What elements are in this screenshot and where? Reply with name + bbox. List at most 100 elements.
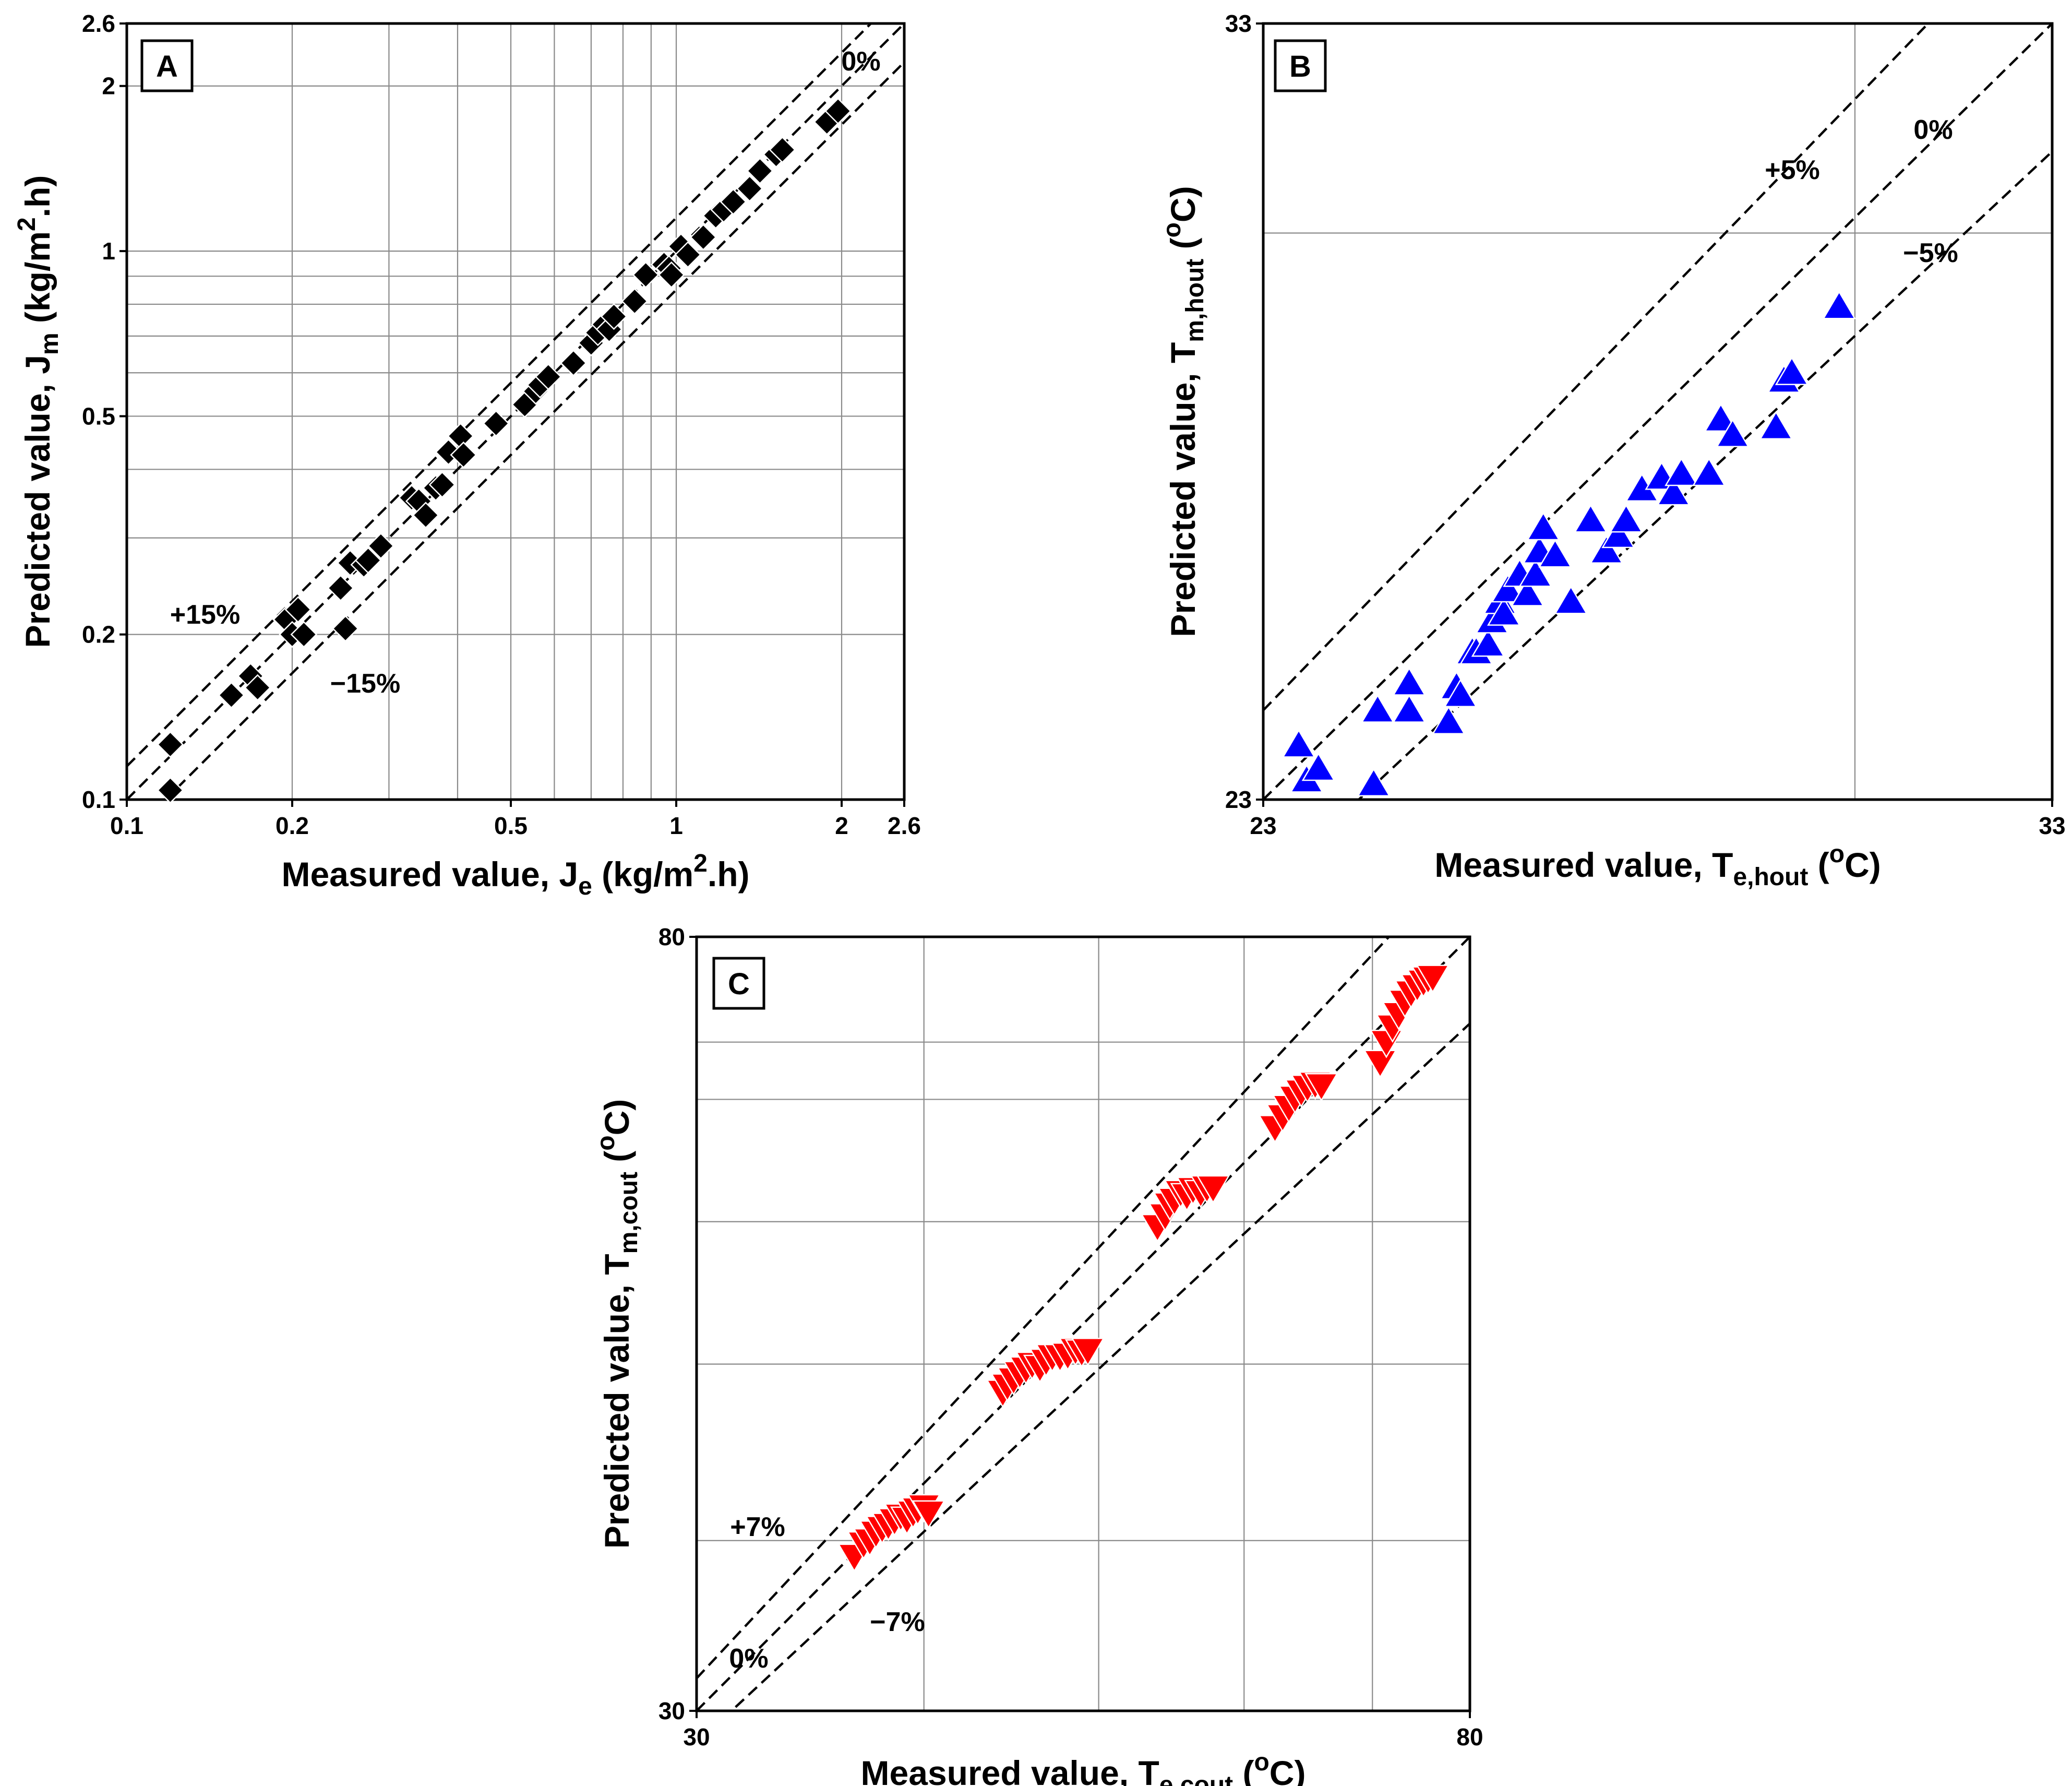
data-point [450, 441, 477, 469]
data-point [1357, 768, 1391, 797]
y-tick-label: 2 [102, 73, 115, 100]
panel-label-text: C [728, 967, 750, 1001]
data-point [290, 621, 318, 648]
data-point [1301, 752, 1336, 781]
panel-label: B [1274, 39, 1327, 92]
data-point [535, 363, 562, 390]
data-point [354, 546, 382, 574]
grid-lines [127, 23, 904, 800]
data-point [1538, 539, 1572, 568]
data-point [1704, 403, 1738, 432]
panel-label-box [1274, 39, 1327, 92]
band-label: +7% [730, 1512, 785, 1542]
data-points [157, 98, 852, 804]
band-labels: 0% +7% −7% [729, 1512, 925, 1674]
data-point [1589, 535, 1623, 564]
band-label: +5% [1765, 155, 1820, 185]
data-point [218, 682, 245, 709]
data-point [428, 471, 456, 498]
reference-lines [127, 23, 904, 800]
data-point [1196, 1175, 1230, 1204]
data-point [1526, 511, 1560, 541]
data-point [1281, 729, 1316, 758]
panel-b-chart: 23 33 23 33 Measured value, Te,hout (oC) Pred… [1158, 10, 2066, 891]
data-point [1363, 1050, 1397, 1079]
data-point [1609, 504, 1643, 533]
data-point [720, 188, 747, 216]
data-point [769, 136, 796, 163]
data-point [1692, 457, 1726, 486]
reference-line [1263, 23, 2052, 800]
y-tick-label: 33 [1225, 10, 1252, 37]
data-point [1491, 574, 1525, 603]
band-label: −7% [870, 1607, 925, 1637]
data-point [632, 261, 660, 289]
data-point [560, 349, 587, 377]
data-point [332, 615, 359, 642]
y-tick-label: 23 [1225, 786, 1252, 813]
data-point [1361, 694, 1395, 723]
data-point [1822, 290, 1856, 319]
y-tick-label: 30 [658, 1697, 685, 1724]
x-tick-label: 0.5 [494, 812, 528, 839]
tick-labels: 23 33 23 33 [1225, 10, 2066, 839]
reference-line [697, 937, 1470, 1711]
x-tick-label: 80 [1456, 1723, 1483, 1751]
y-tick-label: 0.1 [82, 786, 115, 813]
data-point [600, 303, 628, 330]
panel-label: A [140, 39, 194, 92]
x-axis-label: Measured value, Te,cout (oC) [861, 1748, 1306, 1786]
data-point [367, 532, 394, 559]
x-tick-label: 1 [669, 812, 683, 839]
x-tick-label: 23 [1250, 812, 1276, 839]
data-point [621, 288, 649, 315]
data-points [1281, 290, 1856, 797]
data-point [1657, 477, 1691, 506]
data-point [690, 223, 717, 251]
band-label: 0% [1913, 115, 1953, 145]
reference-line [1263, 23, 1930, 711]
data-point [157, 777, 184, 804]
data-point [1416, 965, 1450, 994]
y-tick-label: 0.2 [82, 621, 115, 648]
x-tick-label: 30 [683, 1723, 710, 1751]
x-axis-label: Measured value, Te,hout (oC) [1434, 840, 1881, 891]
data-point [284, 596, 312, 623]
data-point [1443, 678, 1478, 708]
x-tick-label: 0.2 [276, 812, 309, 839]
data-point [1432, 706, 1466, 735]
reference-lines [1263, 23, 2052, 800]
panel-label-box [712, 957, 765, 1010]
data-point [1775, 356, 1809, 385]
data-point [1664, 457, 1698, 486]
grid-lines [1263, 23, 2052, 800]
y-tick-label: 2.6 [82, 10, 115, 37]
x-axis-label: Measured value, Je (kg/m2.h) [281, 850, 749, 900]
data-point [746, 157, 774, 185]
data-point [824, 98, 852, 125]
y-tick-label: 1 [102, 237, 115, 265]
x-tick-label: 33 [2039, 812, 2065, 839]
plot-frame [125, 22, 906, 801]
panel-label-text: B [1289, 50, 1311, 84]
panel-c-chart: 30 80 30 80 Measured value, Te,cout (oC) Pred… [592, 923, 1483, 1786]
tick-labels: 0.1 0.2 0.5 1 2 2.6 0.1 0.2 0.5 1 2 2.6 [82, 10, 921, 839]
plot-frame [1262, 22, 2054, 801]
data-point [1511, 577, 1544, 606]
data-points [837, 965, 1450, 1573]
y-tick-label: 0.5 [82, 402, 115, 430]
reference-line [164, 61, 904, 800]
data-point [1071, 1338, 1105, 1366]
x-tick-label: 2 [835, 812, 848, 839]
data-point [1392, 666, 1426, 696]
band-label: −15% [330, 669, 400, 699]
data-point [1601, 519, 1635, 549]
data-point [736, 175, 763, 203]
band-labels: 0% +5% −5% [1765, 115, 1958, 268]
y-axis-label: Predicted value, Jm (kg/m2.h) [13, 175, 64, 648]
data-point [1716, 419, 1750, 447]
plot-frame [695, 935, 1471, 1712]
reference-lines [697, 937, 1470, 1711]
reference-line [729, 1022, 1470, 1711]
